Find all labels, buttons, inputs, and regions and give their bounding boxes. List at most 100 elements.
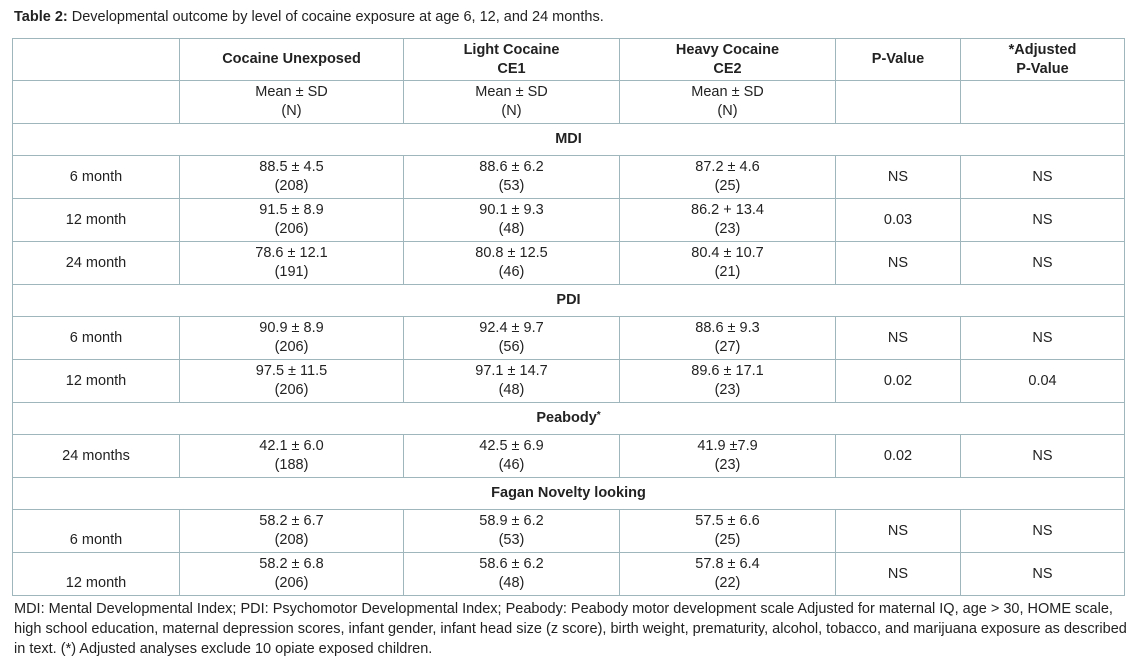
section-title: Fagan Novelty looking — [12, 477, 1125, 510]
row-label: 6 month — [12, 155, 180, 199]
value-cell: 97.1 ± 14.7 (48) — [403, 359, 620, 403]
table-row: 24 months 42.1 ± 6.0 (188) 42.5 ± 6.9 (46)… — [12, 434, 1125, 478]
n-count: (53) — [498, 178, 525, 194]
header-light-cocaine: Light Cocaine CE1 — [403, 38, 620, 81]
mean-sd: 97.5 ± 11.5 — [255, 363, 328, 379]
mean-sd: 78.6 ± 12.1 — [255, 245, 328, 261]
value-cell: 91.5 ± 8.9 (206) — [179, 198, 404, 242]
row-label: 12 month — [12, 552, 180, 596]
value-cell: 86.2 + 13.4 (23) — [619, 198, 836, 242]
header-light-cocaine-line2: CE1 — [497, 60, 526, 77]
value-cell: 90.1 ± 9.3 (48) — [403, 198, 620, 242]
adjusted-p-value-cell: NS — [960, 155, 1125, 199]
subheader-n: (N) — [501, 103, 522, 119]
subheader-empty-cell — [12, 80, 180, 124]
value-cell: 90.9 ± 8.9 (206) — [179, 316, 404, 360]
row-label: 12 month — [12, 198, 180, 242]
p-value-cell: NS — [835, 552, 961, 596]
section-row-peabody: Peabody* — [12, 402, 1125, 435]
header-adjusted-line2: P-Value — [1016, 60, 1069, 77]
n-count: (56) — [498, 339, 525, 355]
table-caption-label: Table 2: — [14, 9, 68, 25]
p-value-cell: 0.03 — [835, 198, 961, 242]
section-title: MDI — [12, 123, 1125, 156]
value-cell: 88.6 ± 6.2 (53) — [403, 155, 620, 199]
table-footnote: MDI: Mental Developmental Index; PDI: Ps… — [14, 601, 1127, 657]
header-p-value: P-Value — [835, 38, 961, 81]
n-count: (25) — [714, 178, 741, 194]
mean-sd: 87.2 ± 4.6 — [695, 159, 760, 175]
value-cell: 88.5 ± 4.5 (208) — [179, 155, 404, 199]
mean-sd: 91.5 ± 8.9 — [259, 202, 324, 218]
n-count: (25) — [714, 532, 741, 548]
n-count: (21) — [714, 264, 741, 280]
table-row: 6 month 58.2 ± 6.7 (208) 58.9 ± 6.2 (53) 5… — [12, 509, 1125, 553]
table-row: 12 month 97.5 ± 11.5 (206) 97.1 ± 14.7 (48… — [12, 359, 1125, 403]
p-value-cell: 0.02 — [835, 434, 961, 478]
row-label: 24 months — [12, 434, 180, 478]
n-count: (191) — [274, 264, 309, 280]
mean-sd: 88.6 ± 9.3 — [695, 320, 760, 336]
mean-sd: 42.1 ± 6.0 — [259, 438, 324, 454]
n-count: (53) — [498, 532, 525, 548]
n-count: (48) — [498, 575, 525, 591]
mean-sd: 57.8 ± 6.4 — [695, 556, 760, 572]
table-row: 12 month 58.2 ± 6.8 (206) 58.6 ± 6.2 (48) … — [12, 552, 1125, 596]
subheader-stat: Mean ± SD — [255, 84, 328, 100]
mean-sd: 58.6 ± 6.2 — [479, 556, 544, 572]
value-cell: 58.2 ± 6.8 (206) — [179, 552, 404, 596]
adjusted-p-value-cell: 0.04 — [960, 359, 1125, 403]
mean-sd: 58.2 ± 6.7 — [259, 513, 324, 529]
n-count: (27) — [714, 339, 741, 355]
header-adjusted-line1: *Adjusted — [1008, 41, 1077, 58]
mean-sd: 42.5 ± 6.9 — [479, 438, 544, 454]
subheader-cell: Mean ± SD (N) — [179, 80, 404, 124]
header-empty-cell — [12, 38, 180, 81]
adjusted-p-value-cell: NS — [960, 509, 1125, 553]
mean-sd: 41.9 ±7.9 — [697, 438, 758, 454]
row-label: 12 month — [12, 359, 180, 403]
header-heavy-cocaine-line1: Heavy Cocaine — [675, 41, 780, 58]
value-cell: 78.6 ± 12.1 (191) — [179, 241, 404, 285]
mean-sd: 89.6 ± 17.1 — [691, 363, 764, 379]
mean-sd: 97.1 ± 14.7 — [475, 363, 548, 379]
section-title: Peabody — [536, 410, 597, 426]
section-title-cell: Peabody* — [12, 402, 1125, 435]
p-value-cell: NS — [835, 155, 961, 199]
n-count: (208) — [274, 532, 309, 548]
value-cell: 58.2 ± 6.7 (208) — [179, 509, 404, 553]
outcome-table: Cocaine Unexposed Light Cocaine CE1 Heavy… — [12, 38, 1125, 596]
mean-sd: 92.4 ± 9.7 — [479, 320, 544, 336]
adjusted-p-value-cell: NS — [960, 316, 1125, 360]
header-adjusted-p-value: *Adjusted P-Value — [960, 38, 1125, 81]
mean-sd: 58.9 ± 6.2 — [479, 513, 544, 529]
value-cell: 42.5 ± 6.9 (46) — [403, 434, 620, 478]
n-count: (23) — [714, 457, 741, 473]
value-cell: 89.6 ± 17.1 (23) — [619, 359, 836, 403]
table-header-row: Cocaine Unexposed Light Cocaine CE1 Heavy… — [12, 38, 1125, 81]
n-count: (206) — [274, 221, 309, 237]
mean-sd: 80.4 ± 10.7 — [691, 245, 764, 261]
value-cell: 88.6 ± 9.3 (27) — [619, 316, 836, 360]
n-count: (46) — [498, 264, 525, 280]
mean-sd: 80.8 ± 12.5 — [475, 245, 548, 261]
n-count: (23) — [714, 382, 741, 398]
table-subheader-row: Mean ± SD (N) Mean ± SD (N) Mean ± SD (N) — [12, 80, 1125, 124]
value-cell: 41.9 ±7.9 (23) — [619, 434, 836, 478]
adjusted-p-value-cell: NS — [960, 198, 1125, 242]
p-value-cell: 0.02 — [835, 359, 961, 403]
section-row-pdi: PDI — [12, 284, 1125, 317]
row-label: 6 month — [12, 509, 180, 553]
mean-sd: 57.5 ± 6.6 — [695, 513, 760, 529]
header-cocaine-unexposed: Cocaine Unexposed — [179, 38, 404, 81]
p-value-cell: NS — [835, 509, 961, 553]
section-row-mdi: MDI — [12, 123, 1125, 156]
header-light-cocaine-line1: Light Cocaine — [463, 41, 560, 58]
subheader-empty-cell — [835, 80, 961, 124]
value-cell: 57.8 ± 6.4 (22) — [619, 552, 836, 596]
table-caption-text: Developmental outcome by level of cocain… — [67, 9, 604, 25]
value-cell: 80.8 ± 12.5 (46) — [403, 241, 620, 285]
value-cell: 97.5 ± 11.5 (206) — [179, 359, 404, 403]
value-cell: 58.6 ± 6.2 (48) — [403, 552, 620, 596]
mean-sd: 58.2 ± 6.8 — [259, 556, 324, 572]
